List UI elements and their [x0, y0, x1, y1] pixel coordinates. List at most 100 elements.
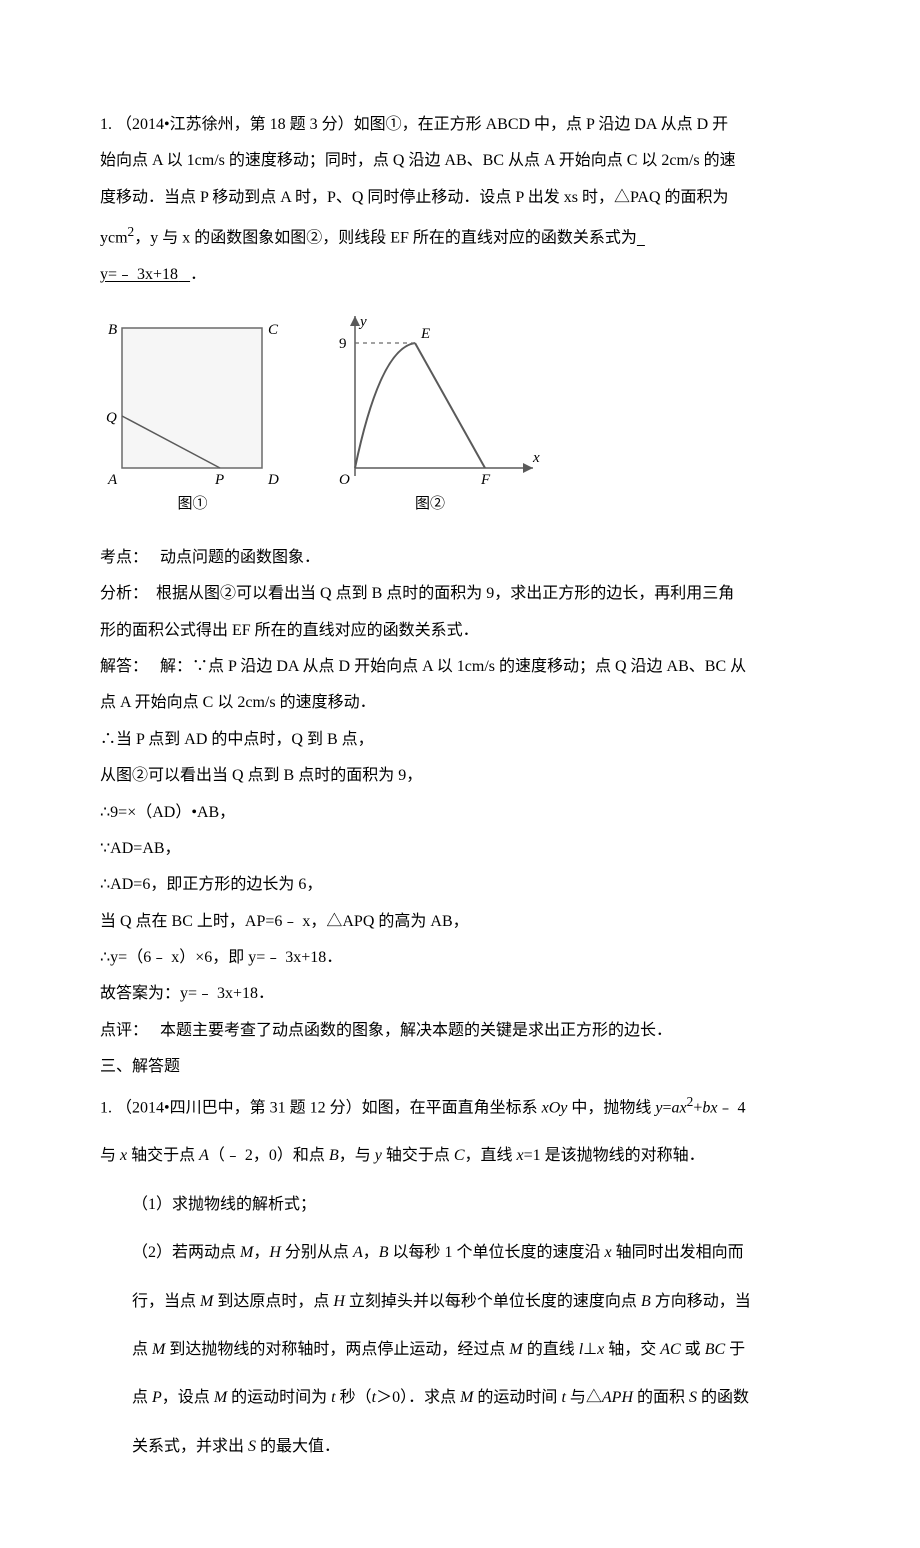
p1-stem-l3: 度移动．当点 P 移动到点 A 时，P、Q 同时停止移动．设点 P 出发 xs …	[100, 183, 820, 213]
p2q2l4-h: 的面积	[633, 1389, 689, 1406]
kaodian-text: 动点问题的函数图象．	[160, 549, 320, 566]
p2-l2-y: y	[375, 1147, 382, 1164]
p2q2l2-M: M	[200, 1293, 213, 1310]
p2q2-e: 轴同时出发相向而	[612, 1244, 744, 1261]
fig2-label-x: x	[532, 450, 540, 466]
jieda-row: 解答： 解：∵点 P 沿边 DA 从点 D 开始向点 A 以 1cm/s 的速度…	[100, 652, 820, 682]
jieda-l5: ∴9=×（AD）•AB，	[100, 798, 820, 828]
p2-eq-y: y	[655, 1099, 662, 1116]
p2-l2-x2: x	[517, 1147, 524, 1164]
p2-eq-bx: bx	[702, 1099, 717, 1116]
p2-eq-ax: ax	[672, 1099, 687, 1116]
p2q2-x: x	[605, 1244, 612, 1261]
p2q2l4-a: 点	[132, 1389, 152, 1406]
jieda-label: 解答：	[100, 658, 148, 675]
p2q2l4-S: S	[689, 1389, 697, 1406]
p1-stem-l4b: ，y 与 x 的函数图象如图②，则线段 EF 所在的直线对应的函数关系式为	[134, 230, 637, 247]
dianping-text: 本题主要考查了动点函数的图象，解决本题的关键是求出正方形的边长．	[160, 1022, 672, 1039]
fig1-label-a: A	[107, 472, 118, 486]
p2q2l4-b: ，设点	[162, 1389, 214, 1406]
p1-answer: y=﹣ 3x+18 ．	[100, 260, 820, 290]
p2-l2d: ，与	[339, 1147, 375, 1164]
p1-blank-lead	[637, 230, 645, 247]
p2-l2c: （﹣ 2，0）和点	[209, 1147, 329, 1164]
p2q2l2-d: 方向移动，当	[651, 1293, 751, 1310]
p2q2-H: H	[269, 1244, 281, 1261]
p1-answer-tail: ．	[190, 266, 206, 283]
p2-l2a: 与	[100, 1147, 120, 1164]
p2q2l3-f: 于	[725, 1341, 745, 1358]
p1-stem-l4a: ycm	[100, 230, 128, 247]
figure-1-block: B C Q A P D 图①	[100, 316, 285, 519]
fig1-label-q: Q	[106, 410, 117, 426]
p2q2l4-APH: APH	[602, 1389, 633, 1406]
figure-2-caption: 图②	[315, 490, 545, 519]
jieda-l3: ∴当 P 点到 AD 的中点时，Q 到 B 点，	[100, 725, 820, 755]
p2-l2: 与 x 轴交于点 A（﹣ 2，0）和点 B，与 y 轴交于点 C，直线 x=1 …	[100, 1141, 820, 1171]
dianping-row: 点评： 本题主要考查了动点函数的图象，解决本题的关键是求出正方形的边长．	[100, 1016, 820, 1046]
p2q2l4-f: 的运动时间	[473, 1389, 561, 1406]
p2q2l3-b: 到达抛物线的对称轴时，两点停止运动，经过点	[165, 1341, 509, 1358]
p2q2l3-AC: AC	[660, 1341, 680, 1358]
p2-l2b: 轴交于点	[127, 1147, 199, 1164]
p2-l1b: 中，抛物线	[567, 1099, 655, 1116]
fig2-label-9: 9	[339, 336, 347, 352]
p2q2l3-e: 或	[681, 1341, 705, 1358]
p2-l2g: =1 是该抛物线的对称轴．	[524, 1147, 705, 1164]
fenxi-row: 分析： 根据从图②可以看出当 Q 点到 B 点时的面积为 9，求出正方形的边长，…	[100, 579, 820, 609]
p2-q1: （1）求抛物线的解析式；	[100, 1190, 820, 1220]
figure-2-svg: y E 9 O F x	[315, 308, 545, 486]
fenxi-label: 分析：	[100, 585, 148, 602]
p2q2l3-M: M	[152, 1341, 165, 1358]
fig2-label-y: y	[358, 314, 367, 330]
fig1-label-p: P	[214, 472, 224, 486]
p2-l2f: ，直线	[465, 1147, 517, 1164]
p2-l2-A: A	[199, 1147, 209, 1164]
figure-1-caption: 图①	[100, 490, 285, 519]
figures-row: B C Q A P D 图① y E 9 O F	[100, 308, 820, 519]
p2q2l3-perp: ⊥	[583, 1341, 597, 1358]
p1-answer-fill: y=﹣ 3x+18	[100, 266, 178, 283]
section-3-title: 三、解答题	[100, 1052, 820, 1082]
figure-1-svg: B C Q A P D	[100, 316, 285, 486]
p2q2l3-M2: M	[509, 1341, 522, 1358]
figure-2-block: y E 9 O F x 图②	[315, 308, 545, 519]
p2q2l4-M2: M	[460, 1389, 473, 1406]
p2q2l4-M: M	[214, 1389, 227, 1406]
p2q2l4-d: 秒（	[336, 1389, 372, 1406]
p2q2l2-c: 立刻掉头并以每秒个单位长度的速度向点	[345, 1293, 641, 1310]
fig2-label-e: E	[420, 326, 430, 342]
fig2-label-f: F	[480, 472, 491, 486]
jieda-l8: 当 Q 点在 BC 上时，AP=6﹣ x，△APQ 的高为 AB，	[100, 907, 820, 937]
p2-q2-l3: 点 M 到达抛物线的对称轴时，两点停止运动，经过点 M 的直线 l⊥x 轴，交 …	[100, 1335, 820, 1365]
p2-l1a: 1. （2014•四川巴中，第 31 题 12 分）如图，在平面直角坐标系	[100, 1099, 542, 1116]
p2-q2-l1: （2）若两动点 M，H 分别从点 A，B 以每秒 1 个单位长度的速度沿 x 轴…	[100, 1238, 820, 1268]
p2-q2-l4: 点 P，设点 M 的运动时间为 t 秒（t＞0）．求点 M 的运动时间 t 与△…	[100, 1383, 820, 1413]
p2q2l3-BC: BC	[705, 1341, 725, 1358]
p2q2-B: B	[379, 1244, 389, 1261]
p2q2l5-a: 关系式，并求出	[132, 1438, 248, 1455]
jieda-l6: ∵AD=AB，	[100, 834, 820, 864]
p1-stem-l2: 始向点 A 以 1cm/s 的速度移动；同时，点 Q 沿边 AB、BC 从点 A…	[100, 146, 820, 176]
kaodian-row: 考点： 动点问题的函数图象．	[100, 543, 820, 573]
p2q2l2-a: 行，当点	[132, 1293, 200, 1310]
jieda-l1: 解：∵点 P 沿边 DA 从点 D 开始向点 A 以 1cm/s 的速度移动；点…	[160, 658, 746, 675]
fig1-label-d: D	[267, 472, 279, 486]
p2q2l2-B: B	[641, 1293, 651, 1310]
p2q2l2-b: 到达原点时，点	[213, 1293, 333, 1310]
p2q2l3-d: 轴，交	[604, 1341, 660, 1358]
p2q2l3-c: 的直线	[523, 1341, 579, 1358]
p2q2l4-e: ＞0）．求点	[376, 1389, 460, 1406]
dianping-label: 点评：	[100, 1022, 148, 1039]
p2q2l4-i: 的函数	[697, 1389, 749, 1406]
p2-eq-plus: +	[693, 1099, 702, 1116]
jieda-l2: 点 A 开始向点 C 以 2cm/s 的速度移动．	[100, 688, 820, 718]
p2-eq-eq: =	[663, 1099, 672, 1116]
p2-l2-B: B	[329, 1147, 339, 1164]
p2q2-b: 分别从点	[281, 1244, 353, 1261]
p2-xoy: xOy	[542, 1099, 568, 1116]
p2q2l4-c: 的运动时间为	[227, 1389, 331, 1406]
jieda-l4: 从图②可以看出当 Q 点到 B 点时的面积为 9，	[100, 761, 820, 791]
p2q2l3-a: 点	[132, 1341, 152, 1358]
fig1-label-c: C	[268, 322, 279, 338]
